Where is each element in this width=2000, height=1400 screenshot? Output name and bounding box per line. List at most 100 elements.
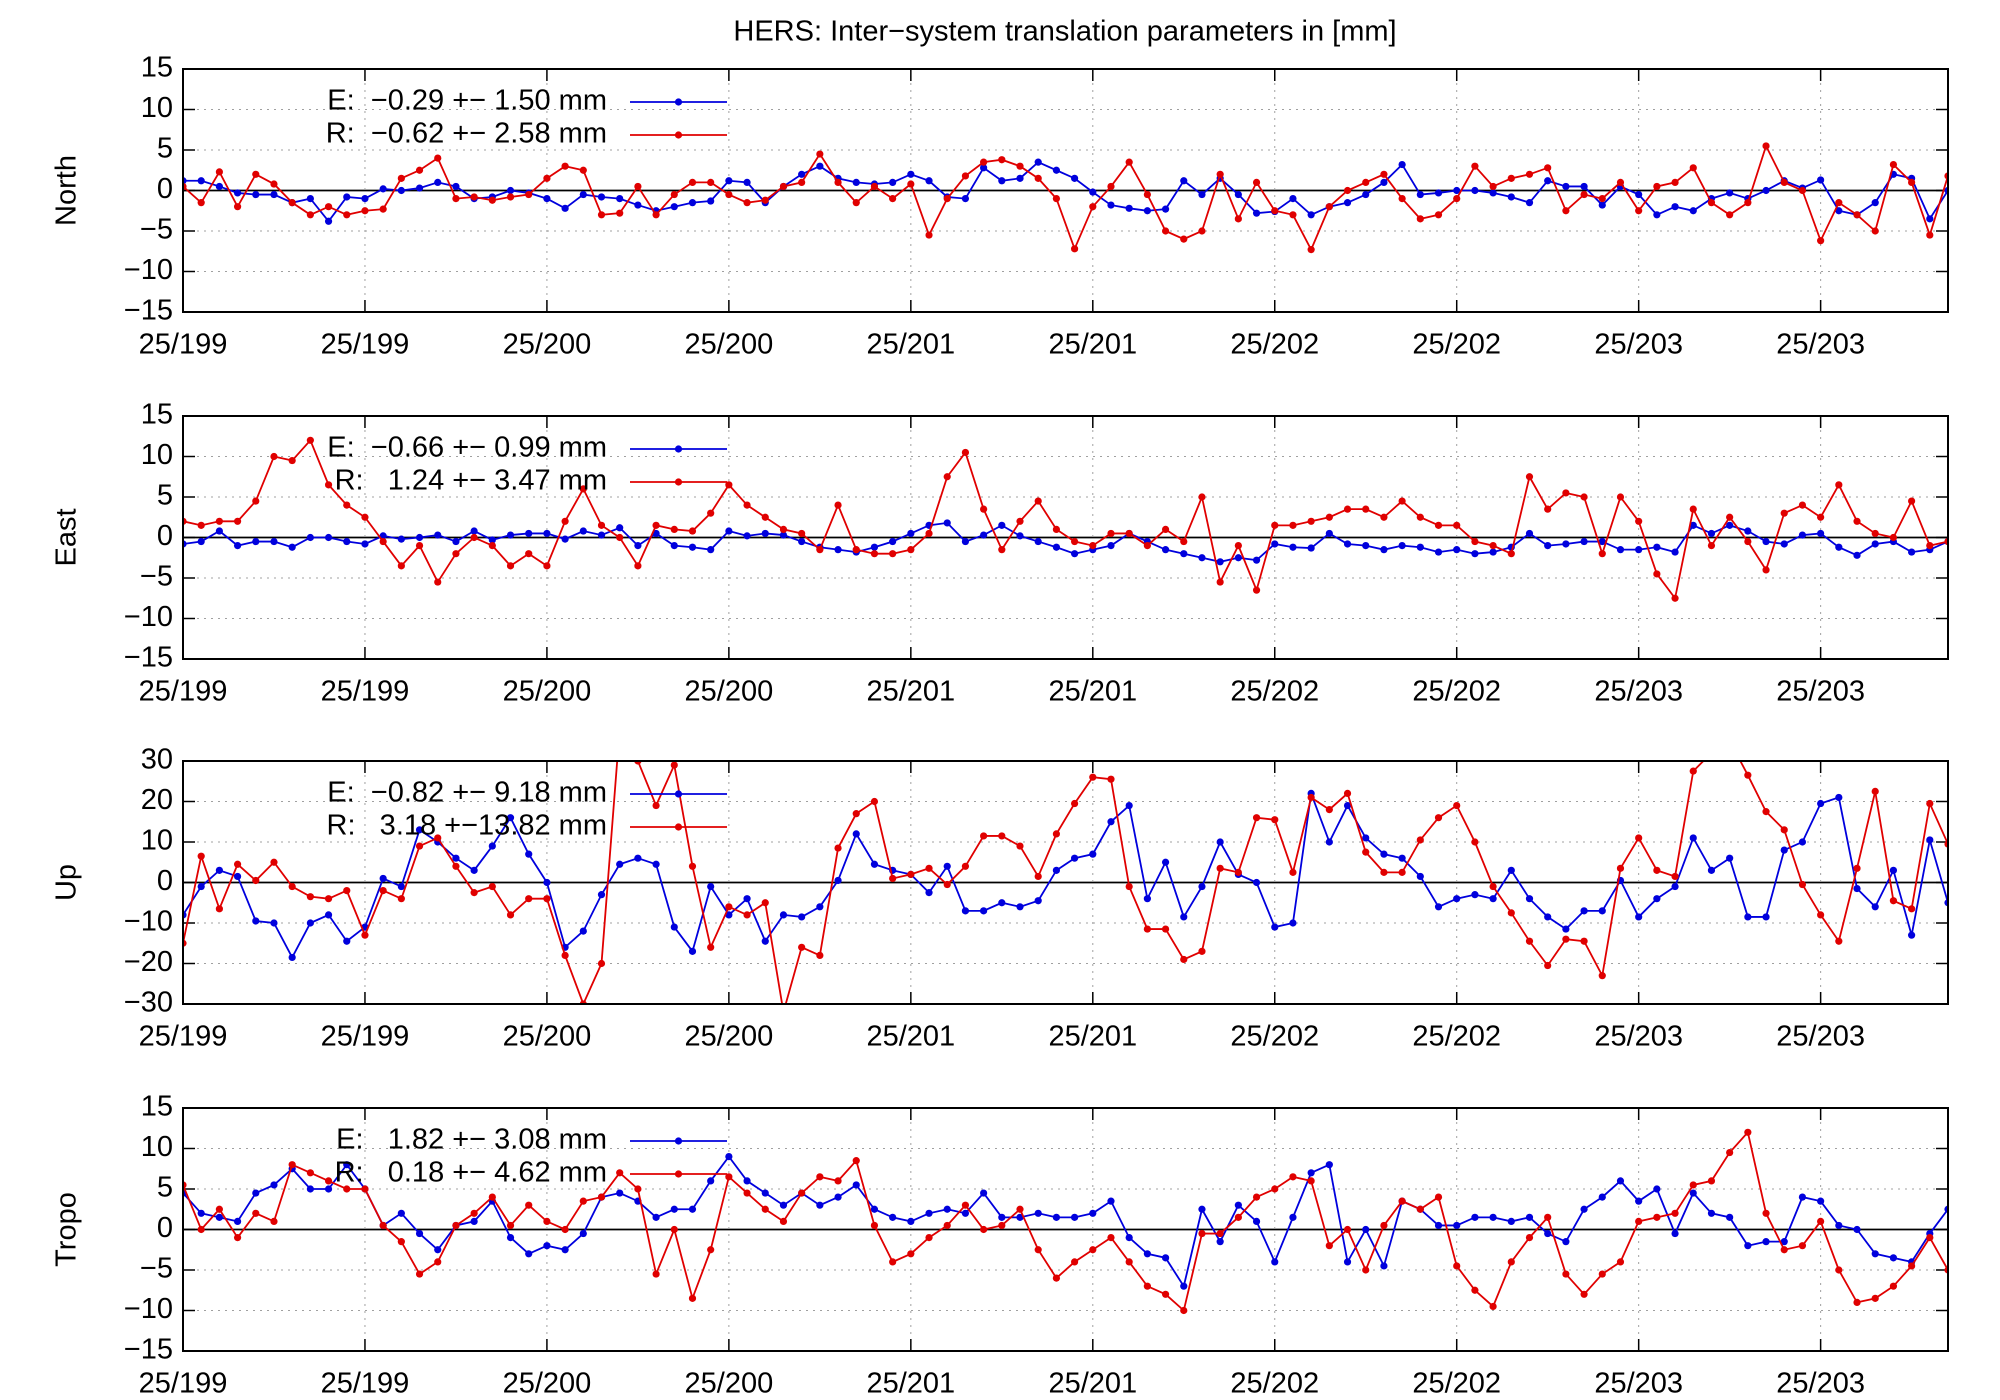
data-point bbox=[470, 866, 478, 874]
data-point bbox=[743, 911, 751, 919]
data-point bbox=[452, 1221, 460, 1230]
legend-label: R: 3.18 +−13.82 mm bbox=[327, 810, 607, 842]
data-point bbox=[907, 180, 915, 188]
data-point bbox=[1471, 162, 1479, 170]
data-point bbox=[852, 1157, 860, 1165]
data-point bbox=[852, 546, 860, 554]
data-point bbox=[252, 170, 260, 178]
data-point bbox=[1234, 215, 1242, 223]
data-point bbox=[579, 1229, 587, 1238]
data-point bbox=[652, 801, 660, 810]
data-point bbox=[1707, 542, 1716, 550]
x-tick-label: 25/203 bbox=[1776, 676, 1865, 708]
data-point bbox=[1616, 1177, 1625, 1185]
data-point bbox=[324, 217, 333, 225]
data-point bbox=[1653, 1213, 1661, 1221]
data-point bbox=[597, 1193, 606, 1201]
data-point bbox=[707, 882, 715, 891]
data-point bbox=[634, 201, 642, 209]
data-point bbox=[1817, 911, 1825, 919]
data-point bbox=[1598, 537, 1606, 546]
data-point bbox=[725, 190, 733, 199]
x-tick-label: 25/202 bbox=[1230, 1368, 1319, 1400]
data-point bbox=[1307, 517, 1315, 525]
data-point bbox=[1434, 903, 1443, 911]
data-point bbox=[925, 177, 933, 185]
data-point bbox=[1271, 816, 1279, 824]
data-point bbox=[343, 1185, 351, 1193]
data-point bbox=[1016, 162, 1024, 170]
data-point bbox=[852, 830, 860, 838]
data-point bbox=[943, 1205, 951, 1213]
data-point bbox=[1107, 201, 1115, 209]
data-point bbox=[397, 1238, 405, 1246]
x-tick-label: 25/202 bbox=[1412, 1368, 1501, 1400]
data-point bbox=[761, 529, 769, 538]
data-point bbox=[1016, 1205, 1024, 1213]
data-point bbox=[1034, 497, 1042, 505]
data-point bbox=[1835, 1266, 1843, 1274]
data-point bbox=[488, 536, 496, 544]
data-point bbox=[1471, 550, 1479, 558]
data-point bbox=[197, 852, 205, 860]
data-point bbox=[1453, 546, 1461, 554]
x-tick-label: 25/201 bbox=[866, 676, 955, 708]
plot-frame bbox=[182, 415, 1949, 660]
data-point bbox=[561, 204, 569, 212]
data-point bbox=[543, 174, 551, 182]
x-tick-label: 25/203 bbox=[1594, 676, 1683, 708]
data-point bbox=[1580, 190, 1588, 199]
data-point bbox=[306, 436, 314, 444]
data-point bbox=[1489, 1213, 1497, 1221]
data-point bbox=[1052, 830, 1061, 838]
data-point bbox=[1089, 850, 1097, 858]
data-point bbox=[1580, 182, 1588, 191]
data-point bbox=[1289, 195, 1297, 203]
data-point bbox=[197, 177, 205, 185]
data-point bbox=[1016, 532, 1024, 540]
x-tick-label: 25/202 bbox=[1412, 329, 1501, 361]
data-point bbox=[1671, 548, 1679, 556]
data-point bbox=[1471, 1286, 1479, 1294]
data-point bbox=[743, 532, 751, 540]
data-point bbox=[233, 517, 242, 525]
data-point bbox=[1271, 207, 1279, 215]
data-point bbox=[1525, 1213, 1534, 1221]
data-point bbox=[980, 832, 988, 840]
data-point bbox=[1798, 186, 1807, 195]
data-point bbox=[452, 182, 460, 191]
y-tick-label: −15 bbox=[124, 295, 173, 327]
data-point bbox=[1325, 838, 1333, 846]
data-point bbox=[1271, 923, 1279, 931]
y-axis-label: Up bbox=[51, 864, 83, 901]
data-point bbox=[270, 190, 278, 199]
data-point bbox=[870, 860, 879, 868]
data-point bbox=[1380, 546, 1388, 554]
data-point bbox=[907, 870, 915, 879]
data-point bbox=[1107, 182, 1115, 191]
data-point bbox=[1762, 913, 1770, 921]
data-point bbox=[525, 550, 533, 558]
data-point bbox=[1507, 866, 1515, 874]
data-point bbox=[1434, 814, 1443, 822]
data-point bbox=[1271, 1185, 1279, 1193]
data-point bbox=[579, 1197, 587, 1205]
data-point bbox=[1380, 1262, 1388, 1270]
data-point bbox=[1689, 505, 1697, 513]
x-tick-label: 25/201 bbox=[1048, 676, 1137, 708]
data-point bbox=[1871, 227, 1879, 235]
data-point bbox=[1453, 801, 1461, 810]
data-point bbox=[452, 195, 460, 203]
data-point bbox=[707, 509, 715, 517]
data-point bbox=[1143, 895, 1151, 903]
x-tick-label: 25/203 bbox=[1776, 1021, 1865, 1053]
y-tick-label: 0 bbox=[157, 1212, 173, 1244]
data-point bbox=[1744, 527, 1752, 535]
data-point bbox=[834, 876, 842, 885]
data-point bbox=[1598, 972, 1606, 980]
data-point bbox=[870, 550, 879, 558]
data-point bbox=[743, 895, 751, 903]
data-point bbox=[980, 531, 988, 539]
data-point bbox=[634, 854, 642, 862]
data-point bbox=[925, 231, 933, 239]
